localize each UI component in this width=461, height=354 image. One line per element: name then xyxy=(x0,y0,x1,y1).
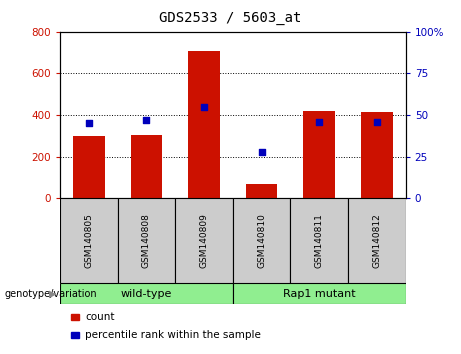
Text: ▶: ▶ xyxy=(49,289,57,299)
Point xyxy=(258,149,266,154)
Bar xyxy=(175,198,233,283)
Bar xyxy=(246,184,278,198)
Text: count: count xyxy=(85,312,115,322)
Bar xyxy=(60,198,118,283)
Text: GSM140809: GSM140809 xyxy=(200,213,208,268)
Point xyxy=(373,119,381,125)
Bar xyxy=(348,198,406,283)
Point xyxy=(142,117,150,123)
Text: GSM140805: GSM140805 xyxy=(84,213,93,268)
Text: Rap1 mutant: Rap1 mutant xyxy=(283,289,355,299)
Bar xyxy=(118,198,175,283)
Text: GSM140811: GSM140811 xyxy=(315,213,324,268)
Text: GSM140812: GSM140812 xyxy=(372,213,381,268)
Bar xyxy=(73,136,105,198)
Text: percentile rank within the sample: percentile rank within the sample xyxy=(85,330,261,340)
Text: genotype/variation: genotype/variation xyxy=(5,289,97,299)
Bar xyxy=(290,198,348,283)
Bar xyxy=(361,112,393,198)
Point xyxy=(85,120,92,126)
Text: GSM140808: GSM140808 xyxy=(142,213,151,268)
Point xyxy=(315,119,323,125)
Bar xyxy=(233,283,406,304)
Text: GSM140810: GSM140810 xyxy=(257,213,266,268)
Bar xyxy=(233,198,290,283)
Bar xyxy=(303,111,335,198)
Bar xyxy=(60,283,233,304)
Text: wild-type: wild-type xyxy=(121,289,172,299)
Bar xyxy=(188,51,220,198)
Text: GDS2533 / 5603_at: GDS2533 / 5603_at xyxy=(160,11,301,25)
Bar xyxy=(130,135,162,198)
Point xyxy=(200,104,207,110)
